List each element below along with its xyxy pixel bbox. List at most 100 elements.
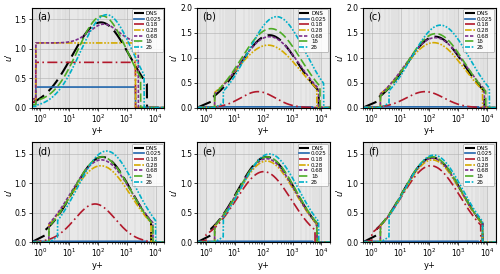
2δ <box>104 149 110 153</box>
X-axis label: y+: y+ <box>258 126 270 135</box>
DNS <box>143 81 149 84</box>
X-axis label: y+: y+ <box>424 126 436 135</box>
0.68 <box>143 213 149 216</box>
0.28 <box>438 161 444 165</box>
2δ <box>194 241 200 244</box>
DNS <box>162 241 168 244</box>
1δ <box>438 33 444 36</box>
0.18 <box>445 98 451 102</box>
0.025 <box>275 240 281 243</box>
Line: 0.28: 0.28 <box>32 43 164 108</box>
Line: 0.18: 0.18 <box>363 166 496 242</box>
DNS <box>110 27 116 30</box>
1δ <box>36 241 43 244</box>
DNS <box>474 82 480 85</box>
2δ <box>36 241 43 244</box>
0.28 <box>110 169 116 173</box>
DNS <box>28 101 34 104</box>
Text: (e): (e) <box>202 146 216 156</box>
0.18 <box>360 241 366 244</box>
DNS <box>295 62 301 65</box>
Line: 0.68: 0.68 <box>198 37 330 108</box>
Line: 0.28: 0.28 <box>363 160 496 242</box>
DNS <box>441 38 447 41</box>
Line: 0.025: 0.025 <box>198 107 330 108</box>
0.18 <box>309 226 315 229</box>
0.025 <box>308 105 314 109</box>
0.68 <box>441 163 447 166</box>
0.28 <box>114 173 119 177</box>
0.18 <box>260 170 266 173</box>
1δ <box>36 98 43 101</box>
DNS <box>360 241 366 244</box>
0.68 <box>98 158 104 161</box>
1δ <box>445 38 451 41</box>
1δ <box>368 241 374 244</box>
0.025 <box>143 106 149 109</box>
0.68 <box>295 195 301 198</box>
Line: 1δ: 1δ <box>363 157 496 242</box>
Text: (b): (b) <box>202 12 216 22</box>
DNS <box>272 35 278 38</box>
1δ <box>438 158 444 162</box>
2δ <box>143 205 149 208</box>
Line: 0.68: 0.68 <box>363 158 496 242</box>
1δ <box>309 215 315 218</box>
0.68 <box>28 97 34 101</box>
Line: 2δ: 2δ <box>198 154 330 242</box>
2δ <box>106 150 112 153</box>
1δ <box>138 106 143 109</box>
0.68 <box>130 39 136 42</box>
1δ <box>360 241 366 244</box>
0.68 <box>130 192 136 195</box>
0.18 <box>474 106 480 109</box>
1δ <box>461 60 467 63</box>
0.025 <box>327 106 333 109</box>
0.18 <box>92 202 98 206</box>
Y-axis label: u': u' <box>170 189 179 196</box>
Line: DNS: DNS <box>363 158 496 242</box>
2δ <box>431 153 437 157</box>
Y-axis label: u': u' <box>4 54 13 61</box>
DNS <box>110 160 116 164</box>
2δ <box>104 13 110 16</box>
0.28 <box>275 47 281 50</box>
2δ <box>143 106 149 109</box>
0.18 <box>438 168 444 171</box>
2δ <box>274 15 280 18</box>
Y-axis label: u': u' <box>170 54 179 61</box>
Line: 0.18: 0.18 <box>32 204 164 242</box>
DNS <box>266 33 272 37</box>
DNS <box>143 213 149 217</box>
2δ <box>130 49 136 53</box>
0.68 <box>136 106 141 109</box>
DNS <box>100 155 105 159</box>
1δ <box>430 155 436 159</box>
0.025 <box>33 85 39 89</box>
2δ <box>202 241 208 244</box>
0.28 <box>162 106 168 109</box>
Line: 0.025: 0.025 <box>32 241 164 242</box>
2δ <box>445 26 451 30</box>
0.025 <box>272 105 278 109</box>
0.18 <box>275 98 281 101</box>
0.68 <box>275 38 281 41</box>
1δ <box>272 28 278 31</box>
1δ <box>275 29 281 33</box>
0.025 <box>474 105 480 109</box>
0.28 <box>130 196 136 199</box>
1δ <box>368 106 374 109</box>
0.18 <box>28 100 34 103</box>
0.025 <box>28 240 34 243</box>
0.68 <box>360 106 366 109</box>
DNS <box>438 159 444 162</box>
0.28 <box>360 241 366 244</box>
0.68 <box>279 41 285 44</box>
1δ <box>295 193 301 196</box>
0.18 <box>162 241 168 244</box>
0.025 <box>440 105 446 109</box>
0.18 <box>309 106 315 109</box>
0.28 <box>431 41 437 44</box>
0.025 <box>327 241 333 244</box>
0.025 <box>444 105 450 109</box>
